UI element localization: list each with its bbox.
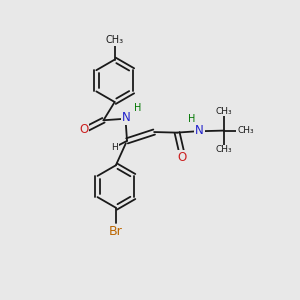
Text: CH₃: CH₃ (216, 106, 232, 116)
Text: CH₃: CH₃ (237, 126, 254, 135)
Text: CH₃: CH₃ (106, 35, 124, 46)
Text: N: N (195, 124, 204, 137)
Text: O: O (79, 124, 88, 136)
Text: H: H (111, 143, 118, 152)
Text: Br: Br (109, 225, 123, 238)
Text: CH₃: CH₃ (216, 146, 232, 154)
Text: H: H (134, 103, 142, 112)
Text: O: O (178, 151, 187, 164)
Text: H: H (188, 114, 196, 124)
Text: N: N (122, 111, 130, 124)
